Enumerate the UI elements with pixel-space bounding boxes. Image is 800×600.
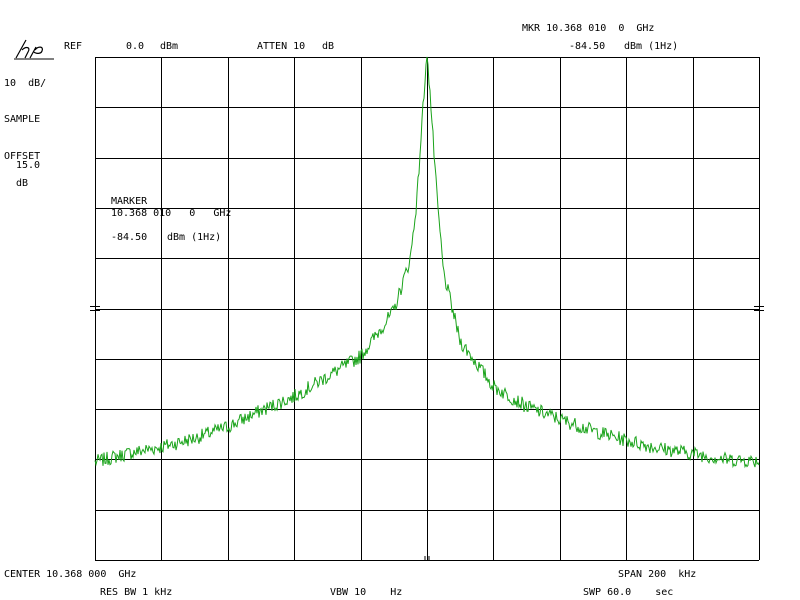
marker-readout-freq: MKR 10.368 010 0 GHz: [522, 23, 655, 34]
center-frequency: CENTER 10.368 000 GHz: [4, 569, 137, 580]
spectrum-trace: [94, 56, 760, 469]
reference-level-ticks: [90, 306, 764, 311]
atten-label: ATTEN 10: [257, 41, 306, 52]
resolution-bandwidth: RES BW 1 kHz: [100, 587, 173, 598]
span: SPAN 200 kHz: [618, 569, 697, 580]
ref-unit: dBm: [160, 41, 179, 52]
hp-logo-icon: [14, 39, 54, 60]
marker-readout-value: -84.50: [569, 41, 606, 52]
detector-mode: SAMPLE: [4, 114, 41, 125]
sweep-time: SWP 60.0 sec: [583, 587, 674, 598]
marker-frequency: 10.368 010 0 GHz: [111, 208, 232, 219]
marker-title: MARKER: [111, 196, 148, 207]
offset-value: 15.0: [16, 160, 41, 171]
marker-unit: dBm (1Hz): [167, 232, 222, 243]
ref-label: REF: [64, 41, 83, 52]
marker-value: -84.50: [111, 232, 148, 243]
atten-unit: dB: [322, 41, 335, 52]
video-bandwidth: VBW 10 Hz: [330, 587, 403, 598]
scale-per-div: 10 dB/: [4, 78, 47, 89]
offset-label: OFFSET: [4, 151, 41, 162]
marker-readout-unit: dBm (1Hz): [624, 41, 679, 52]
graticule: [95, 57, 760, 561]
offset-unit: dB: [16, 178, 29, 189]
ref-value: 0.0: [126, 41, 145, 52]
